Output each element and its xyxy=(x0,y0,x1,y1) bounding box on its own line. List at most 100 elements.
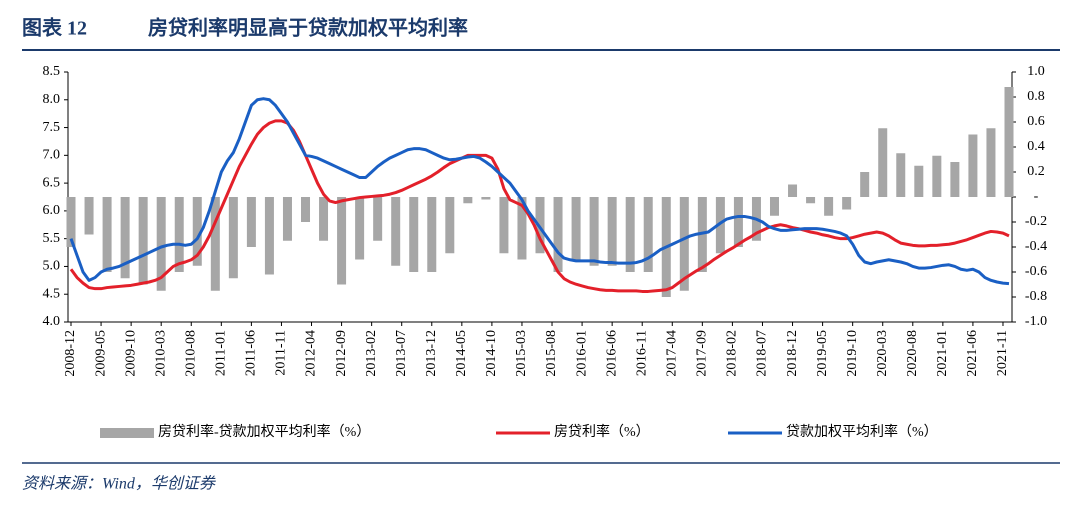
x-tick-label: 2010-03 xyxy=(153,330,168,377)
x-tick-label: 2013-12 xyxy=(424,330,439,377)
y-tick-label: 4.5 xyxy=(43,286,61,301)
bar xyxy=(409,197,419,272)
x-tick-label: 2013-07 xyxy=(394,330,409,377)
bar xyxy=(932,155,942,197)
bar xyxy=(282,197,292,241)
bar xyxy=(860,172,870,197)
bar xyxy=(427,197,437,272)
bar xyxy=(499,197,509,254)
bar xyxy=(373,197,383,241)
chart-title: 房贷利率明显高于贷款加权平均利率 xyxy=(148,16,468,40)
x-tick-label: 2013-02 xyxy=(364,330,379,377)
y-tick-label: 5.0 xyxy=(43,259,61,274)
bar xyxy=(715,197,725,254)
y2-tick-label: - xyxy=(1034,189,1039,204)
y2-tick-label: 0.6 xyxy=(1027,114,1045,129)
x-tick-label: 2020-03 xyxy=(875,330,890,377)
bar xyxy=(84,197,94,235)
bar xyxy=(950,162,960,197)
bar xyxy=(571,197,581,260)
x-tick-label: 2009-05 xyxy=(93,330,108,377)
y2-tick-label: 0.8 xyxy=(1027,89,1045,104)
x-tick-label: 2020-08 xyxy=(905,330,920,377)
x-tick-label: 2015-08 xyxy=(544,330,559,377)
y2-tick-label: -0.8 xyxy=(1025,289,1047,304)
y-tick-label: 5.5 xyxy=(43,231,61,246)
x-tick-label: 2021-11 xyxy=(995,330,1010,376)
bar xyxy=(968,134,978,197)
bar xyxy=(842,197,852,210)
bar xyxy=(192,197,202,266)
bar xyxy=(481,197,491,200)
x-tick-label: 2014-10 xyxy=(484,330,499,377)
bar xyxy=(246,197,256,247)
bar xyxy=(986,128,996,197)
bar xyxy=(896,153,906,197)
y2-tick-label: -0.6 xyxy=(1025,264,1047,279)
bar xyxy=(914,165,924,197)
x-tick-label: 2009-10 xyxy=(123,330,138,377)
x-tick-label: 2019-05 xyxy=(815,330,830,377)
line xyxy=(69,97,1010,286)
y2-tick-label: -1.0 xyxy=(1025,314,1047,329)
y2-tick-label: -0.4 xyxy=(1025,239,1047,254)
bar xyxy=(517,197,527,260)
x-tick-label: 2016-01 xyxy=(574,330,589,377)
x-tick-label: 2018-07 xyxy=(755,330,770,377)
bar xyxy=(824,197,834,216)
bar xyxy=(355,197,365,260)
bar xyxy=(319,197,329,241)
bar xyxy=(156,197,166,291)
y2-tick-label: 1.0 xyxy=(1027,64,1045,79)
x-tick-label: 2011-06 xyxy=(244,330,259,376)
bar xyxy=(337,197,347,285)
line xyxy=(69,119,1010,293)
y-tick-label: 6.5 xyxy=(43,175,61,190)
bar xyxy=(210,197,220,291)
bar xyxy=(625,197,635,272)
x-tick-label: 2015-03 xyxy=(514,330,529,377)
bar xyxy=(66,197,76,247)
y2-tick-label: 0.4 xyxy=(1027,139,1045,154)
bar xyxy=(391,197,401,266)
bar xyxy=(301,197,311,222)
bar xyxy=(788,184,798,197)
bar xyxy=(679,197,689,291)
y2-tick-label: -0.2 xyxy=(1025,214,1047,229)
y-tick-label: 7.0 xyxy=(43,148,61,163)
bar xyxy=(463,197,473,204)
x-tick-label: 2010-08 xyxy=(183,330,198,377)
legend-swatch xyxy=(100,428,154,438)
bar xyxy=(607,197,617,266)
x-tick-label: 2014-05 xyxy=(454,330,469,377)
bar xyxy=(120,197,130,279)
x-tick-label: 2016-06 xyxy=(604,330,619,377)
y-tick-label: 8.5 xyxy=(43,64,61,79)
bar xyxy=(102,197,112,272)
bar xyxy=(643,197,653,272)
bar xyxy=(553,197,563,272)
y-tick-label: 4.0 xyxy=(43,314,61,329)
source: 资料来源：Wind，华创证券 xyxy=(22,475,217,493)
legend-label: 贷款加权平均利率（%） xyxy=(786,423,938,440)
x-tick-label: 2008-12 xyxy=(63,330,78,377)
x-tick-label: 2012-09 xyxy=(334,330,349,377)
bar xyxy=(138,197,148,285)
bar xyxy=(228,197,238,279)
y-tick-label: 7.5 xyxy=(43,120,61,135)
y2-tick-label: 0.2 xyxy=(1027,164,1045,179)
legend-label: 房贷利率-贷款加权平均利率（%） xyxy=(158,423,370,440)
x-tick-label: 2011-01 xyxy=(214,330,229,376)
bar xyxy=(264,197,274,275)
bar xyxy=(445,197,455,254)
legend-label: 房贷利率（%） xyxy=(554,423,650,440)
y-tick-label: 8.0 xyxy=(43,92,61,107)
bar xyxy=(733,197,743,247)
x-tick-label: 2018-12 xyxy=(785,330,800,377)
x-tick-label: 2018-02 xyxy=(725,330,740,377)
x-tick-label: 2016-11 xyxy=(634,330,649,376)
y-tick-label: 6.0 xyxy=(43,203,61,218)
x-tick-label: 2021-06 xyxy=(965,330,980,377)
x-tick-label: 2012-04 xyxy=(304,330,319,377)
